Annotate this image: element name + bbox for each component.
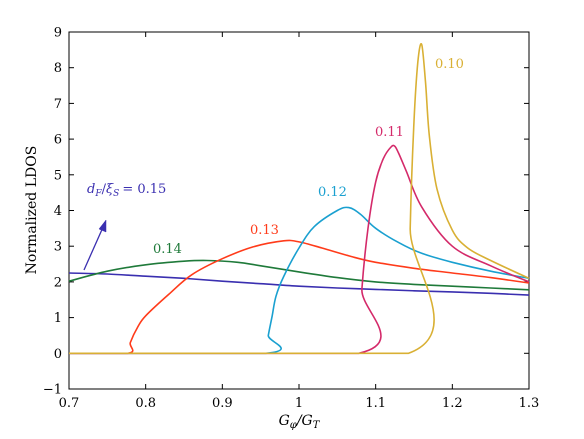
series-line-0.13: [69, 239, 530, 355]
y-tick-label: −1: [43, 383, 62, 398]
x-tick-label: 1: [295, 396, 303, 411]
x-tick-label: 0.8: [135, 396, 156, 411]
axis-ticks: 0.7 0.8 0.9 1 1.1 1.2 1.3 −1 0 1 2 3 4 5 6 7 8 9: [43, 26, 540, 412]
series-label-0.11: 0.11: [375, 125, 404, 140]
x-tick-label: 1.2: [442, 396, 463, 411]
y-tick-label: 1: [54, 311, 62, 326]
series-line-0.14: [68, 259, 530, 291]
series-label-0.13: 0.13: [250, 223, 279, 238]
series-lines: [68, 42, 530, 355]
series-line-0.10: [69, 42, 530, 355]
x-tick-label: 1.1: [365, 396, 386, 411]
y-tick-label: 9: [54, 26, 62, 41]
y-tick-label: 6: [54, 133, 62, 148]
y-tick-label: 8: [54, 61, 62, 76]
x-tick-label: 0.7: [59, 396, 80, 411]
series-label-0.14: 0.14: [153, 242, 182, 257]
series-line-0.11: [69, 144, 530, 355]
arrow-annotation: [83, 219, 107, 271]
x-axis-label: Gφ/GT: [279, 413, 321, 431]
y-tick-label: 0: [54, 347, 62, 362]
y-axis-label: Normalized LDOS: [24, 146, 40, 275]
y-tick-label: 3: [54, 240, 62, 255]
x-tick-label: 0.9: [212, 396, 233, 411]
series-label-0.12: 0.12: [318, 185, 347, 200]
series-label-0.15: dF/ξS = 0.15: [87, 182, 166, 199]
series-label-0.10: 0.10: [435, 57, 464, 72]
plot-area: [68, 31, 530, 390]
y-tick-label: 4: [54, 204, 62, 219]
y-tick-label: 5: [54, 168, 62, 183]
y-tick-label: 2: [54, 275, 62, 290]
series-line-0.12: [69, 206, 530, 355]
y-tick-label: 7: [54, 97, 62, 112]
series-line-dFS0.15: [68, 272, 530, 296]
x-tick-label: 1.3: [519, 396, 540, 411]
